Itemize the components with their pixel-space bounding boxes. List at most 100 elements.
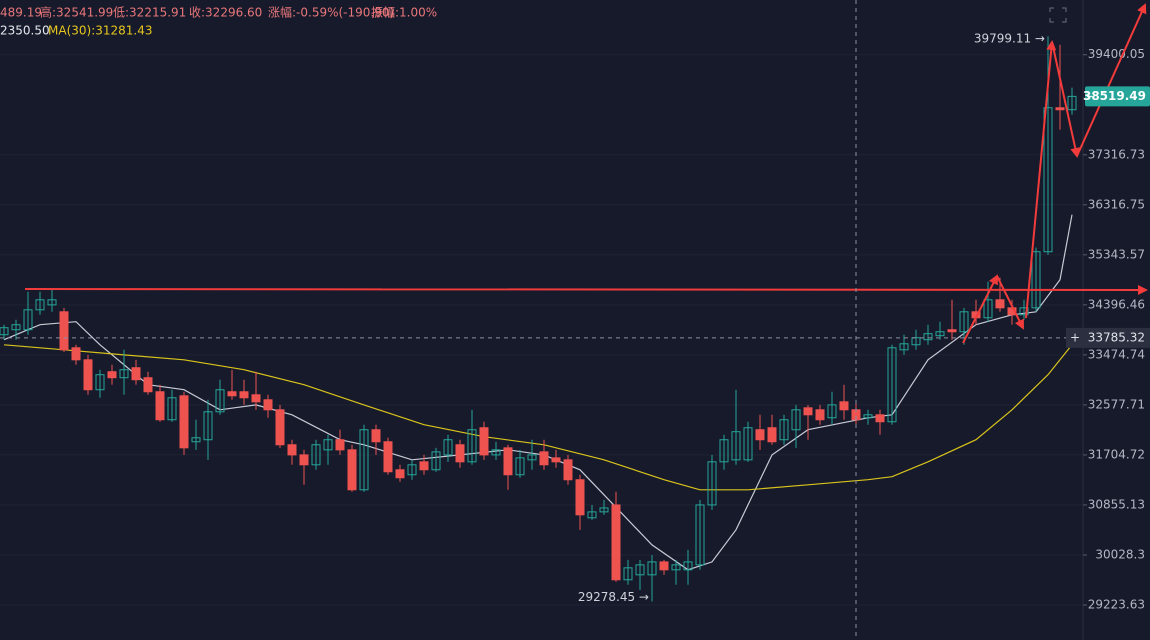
candle-body — [995, 299, 1005, 309]
candle-body — [491, 449, 501, 456]
candle-body — [863, 414, 873, 419]
candle-body — [779, 419, 789, 441]
last-price-box — [1085, 86, 1150, 107]
candle-body — [839, 401, 849, 411]
expand-icon[interactable] — [1049, 7, 1067, 23]
candle-body — [875, 414, 885, 423]
candle-body — [83, 359, 93, 391]
candle-body — [755, 429, 765, 441]
y-tick-label: 32577.71 — [1088, 397, 1145, 411]
header-value: 涨幅:-0.59%(-190.90) — [268, 5, 394, 20]
candle-body — [515, 457, 525, 476]
candle-body — [719, 439, 729, 463]
ma-line — [3, 214, 1073, 571]
header-value: 收:32296.60 — [189, 6, 262, 20]
candle-body — [107, 371, 117, 379]
y-tick-label: 31704.72 — [1088, 447, 1145, 461]
last-price-label: 38519.49 — [1083, 89, 1146, 103]
drawn-arrow — [1025, 40, 1057, 319]
candle-body — [1043, 107, 1053, 253]
drawn-arrow — [1051, 41, 1081, 158]
candles — [0, 36, 1077, 602]
y-tick-label: 39400.05 — [1088, 47, 1145, 61]
extreme-label: 29278.45 → — [578, 590, 649, 604]
y-tick-label: 29223.63 — [1088, 597, 1145, 611]
candle-body — [167, 397, 177, 421]
y-tick-label: 30028.3 — [1095, 547, 1145, 561]
candle-body — [611, 504, 621, 581]
candle-body — [383, 441, 393, 473]
candle-body — [563, 459, 573, 481]
candle-body — [887, 347, 897, 423]
header-value: 高:32541.99 — [40, 5, 113, 20]
candle-body — [671, 564, 681, 571]
y-tick-label: 33474.74 — [1088, 347, 1145, 361]
candle-body — [251, 394, 261, 403]
header-value: 489.19 — [0, 6, 42, 20]
candle-body — [695, 504, 705, 566]
candle-body — [575, 479, 585, 516]
candle-body — [347, 449, 357, 491]
candle-body — [119, 369, 129, 379]
candle-body — [959, 311, 969, 333]
candle-body — [587, 511, 597, 519]
candle-body — [143, 377, 153, 393]
candle-body — [707, 461, 717, 506]
candle-body — [47, 299, 57, 306]
candle-body — [479, 427, 489, 456]
y-tick-label: 36316.75 — [1088, 197, 1145, 211]
candle-body — [59, 311, 69, 351]
y-tick-label: 35343.57 — [1088, 247, 1145, 261]
candle-body — [791, 409, 801, 431]
candle-body — [827, 404, 837, 419]
candle-body — [131, 367, 141, 381]
candle-body — [527, 454, 537, 461]
candle-body — [947, 329, 957, 333]
candle-body — [683, 561, 693, 571]
candle-body — [503, 447, 513, 476]
drawn-arrow — [996, 275, 1024, 330]
ma-lines — [3, 214, 1073, 571]
candle-body — [263, 399, 273, 411]
header-value: 低:32215.91 — [113, 6, 186, 20]
candle-body — [299, 454, 309, 466]
candle-body — [803, 407, 813, 416]
candle-body — [551, 457, 561, 463]
candle-body — [311, 444, 321, 466]
header-ma: 2350.50 — [0, 24, 50, 38]
y-tick-label: 30855.13 — [1088, 497, 1145, 511]
candle-body — [455, 444, 465, 463]
drawn-arrow — [1076, 3, 1147, 157]
candle-body — [395, 469, 405, 479]
candle-body — [1031, 251, 1041, 309]
candle-body — [1067, 95, 1077, 111]
candle-body — [335, 439, 345, 451]
candle-body — [815, 409, 825, 421]
extreme-label: 39799.11 → — [974, 32, 1045, 46]
candle-body — [359, 429, 369, 491]
crosshair-price-label: 33785.32 — [1088, 330, 1145, 344]
candle-body — [1055, 107, 1065, 111]
candle-body — [431, 451, 441, 471]
candle-body — [203, 411, 213, 441]
candle-body — [227, 391, 237, 397]
candle-body — [287, 444, 297, 456]
candle-body — [659, 561, 669, 571]
y-tick-label: 37316.73 — [1088, 147, 1145, 161]
candle-body — [323, 439, 333, 451]
candle-body — [215, 389, 225, 413]
candle-body — [647, 561, 657, 576]
candle-body — [191, 437, 201, 443]
candle-body — [923, 333, 933, 341]
candle-body — [731, 431, 741, 461]
header-value: 振幅:1.00% — [371, 5, 437, 20]
candle-body — [443, 439, 453, 456]
candle-body — [623, 567, 633, 581]
candle-body — [467, 429, 477, 463]
ma-line — [3, 344, 1073, 491]
candle-body — [983, 299, 993, 319]
candle-body — [743, 427, 753, 461]
